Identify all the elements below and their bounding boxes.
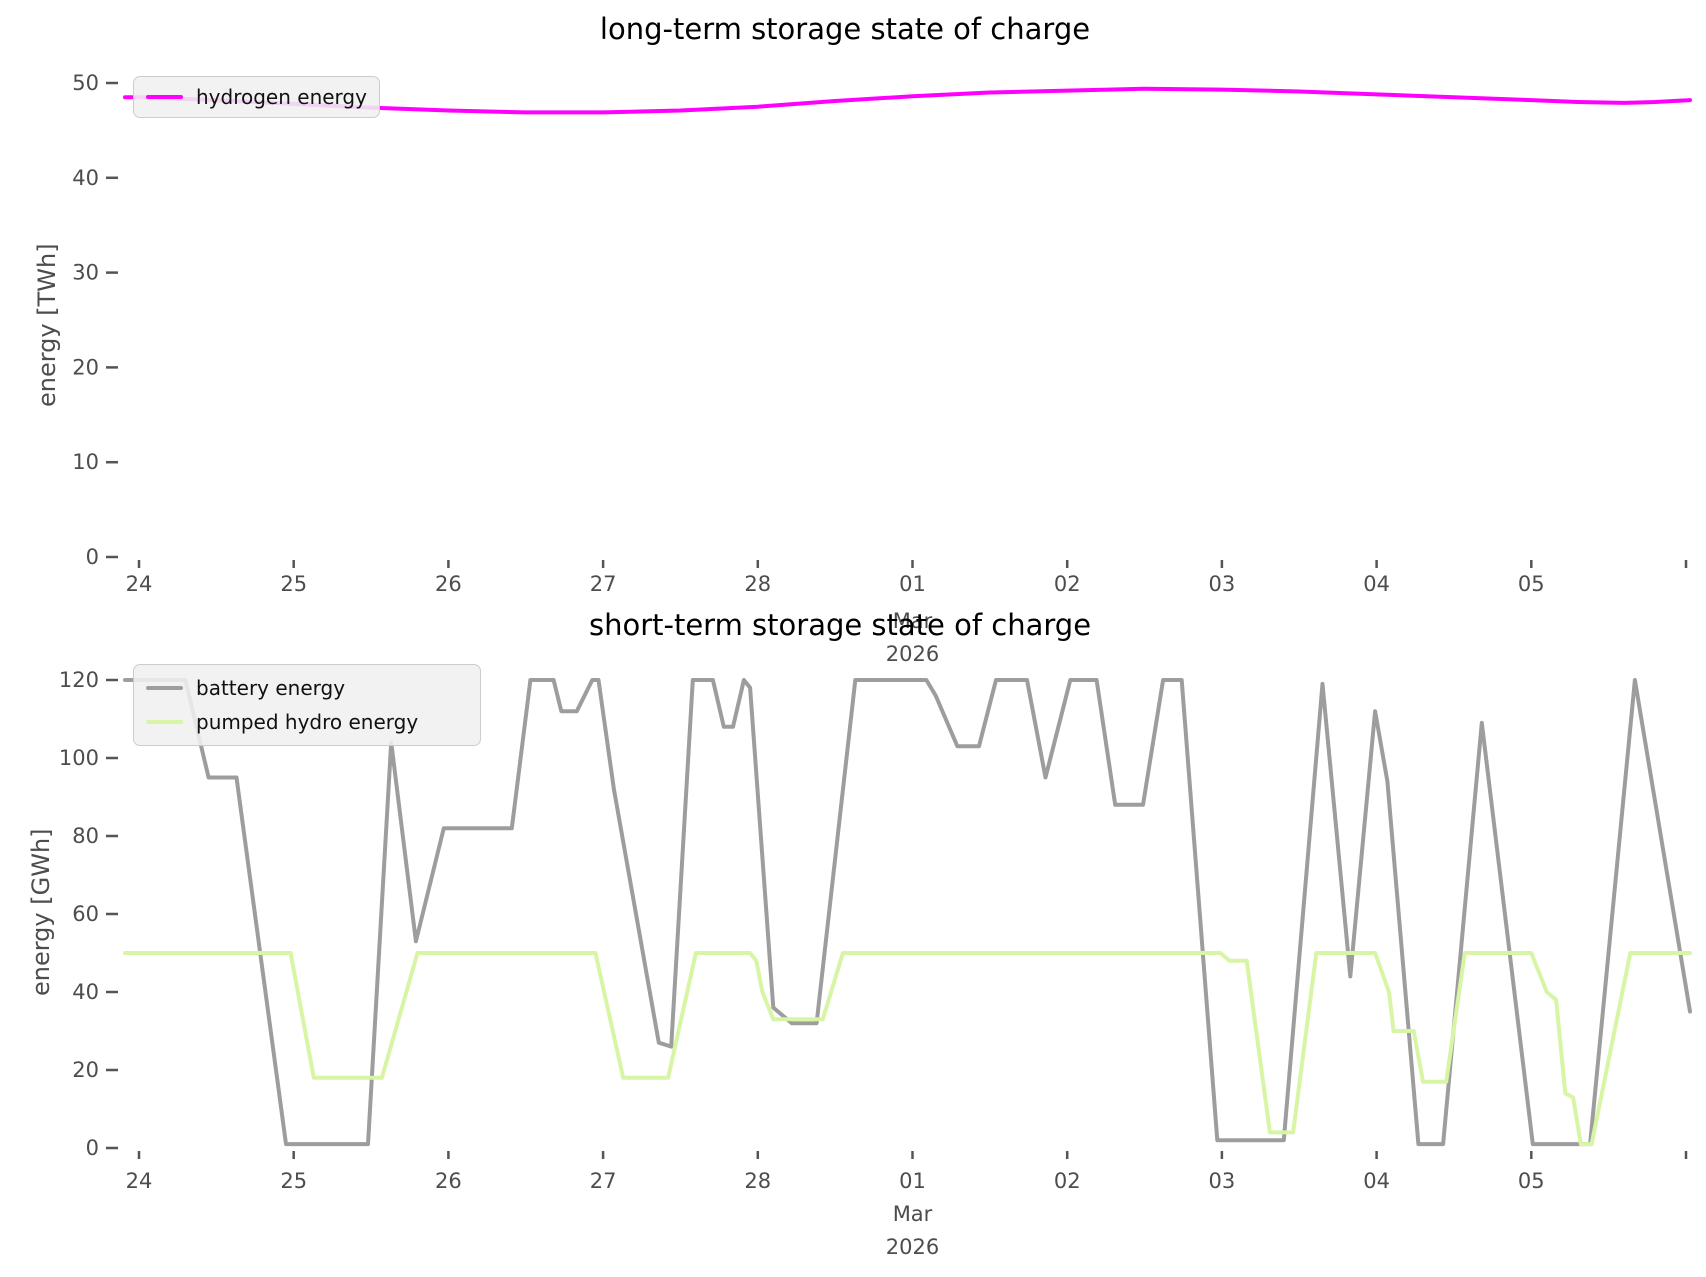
x-tick-label: 26	[435, 572, 462, 596]
x-tick-label: 28	[744, 572, 771, 596]
x-tick-label: 04	[1363, 1169, 1390, 1193]
legend-entry-hydrogen: hydrogen energy	[146, 85, 367, 109]
y-tick-label: 10	[72, 450, 99, 474]
x-tick-label: 25	[280, 572, 307, 596]
y-tick-label: 20	[72, 1058, 99, 1082]
legend-label-hydrogen: hydrogen energy	[196, 85, 367, 109]
y-tick-label: 20	[72, 355, 99, 379]
short-term-legend: battery energy pumped hydro energy	[133, 664, 481, 746]
x-tick-label: 27	[590, 1169, 617, 1193]
legend-label-pumped-hydro: pumped hydro energy	[196, 710, 419, 734]
long-term-chart-title: long-term storage state of charge	[599, 12, 1091, 46]
legend-entry-pumped-hydro: pumped hydro energy	[146, 710, 466, 734]
pumped-hydro-energy-line	[123, 951, 1692, 1147]
y-tick-label: 0	[86, 1136, 99, 1160]
x-tick-label: 27	[590, 572, 617, 596]
short-term-y-axis-label: energy [GWh]	[27, 828, 55, 996]
long-term-y-axis-label: energy [TWh]	[33, 243, 61, 407]
x-tick-label: 03	[1209, 1169, 1236, 1193]
y-tick-label: 40	[72, 980, 99, 1004]
x-tick-label: 03	[1209, 572, 1236, 596]
long-term-plot-area: 24 25 26 27 28 01 Mar 2026 02 03 04 05 0 10 20 30 40 50	[72, 71, 1692, 666]
x-tick-label: 04	[1363, 572, 1390, 596]
short-term-plot-area: 24 25 26 27 28 01 Mar 2026 02 03 04 05 0 20 40 60 80 100 1…	[59, 668, 1692, 1259]
y-tick-label: 120	[59, 668, 99, 692]
x-axis-month-label: Mar	[893, 609, 933, 633]
x-tick-label: 02	[1054, 572, 1081, 596]
y-tick-label: 50	[72, 71, 99, 95]
x-tick-label: 24	[126, 572, 153, 596]
x-tick-label: 01	[899, 572, 926, 596]
x-axis-month-label: Mar	[893, 1202, 933, 1226]
pumped-hydro-energy-line-swatch	[146, 720, 183, 724]
y-tick-label: 30	[72, 261, 99, 285]
x-tick-label: 05	[1518, 1169, 1545, 1193]
x-tick-label: 26	[435, 1169, 462, 1193]
y-tick-label: 100	[59, 746, 99, 770]
battery-energy-line	[123, 678, 1692, 1147]
y-tick-label: 80	[72, 824, 99, 848]
x-tick-label: 24	[126, 1169, 153, 1193]
x-tick-label: 02	[1054, 1169, 1081, 1193]
y-tick-label: 60	[72, 902, 99, 926]
x-tick-label: 25	[280, 1169, 307, 1193]
x-tick-label: 05	[1518, 572, 1545, 596]
hydrogen-energy-line-swatch	[146, 95, 183, 99]
battery-energy-line-swatch	[146, 686, 183, 690]
legend-label-battery: battery energy	[196, 676, 346, 700]
legend-entry-battery: battery energy	[146, 676, 466, 700]
x-tick-label: 28	[744, 1169, 771, 1193]
y-tick-label: 40	[72, 166, 99, 190]
y-tick-label: 0	[86, 545, 99, 569]
x-tick-label: 01	[899, 1169, 926, 1193]
x-axis-year-label: 2026	[886, 1235, 939, 1259]
x-axis-year-label: 2026	[886, 642, 939, 666]
long-term-legend: hydrogen energy	[133, 76, 380, 118]
short-term-chart-title: short-term storage state of charge	[588, 608, 1092, 642]
